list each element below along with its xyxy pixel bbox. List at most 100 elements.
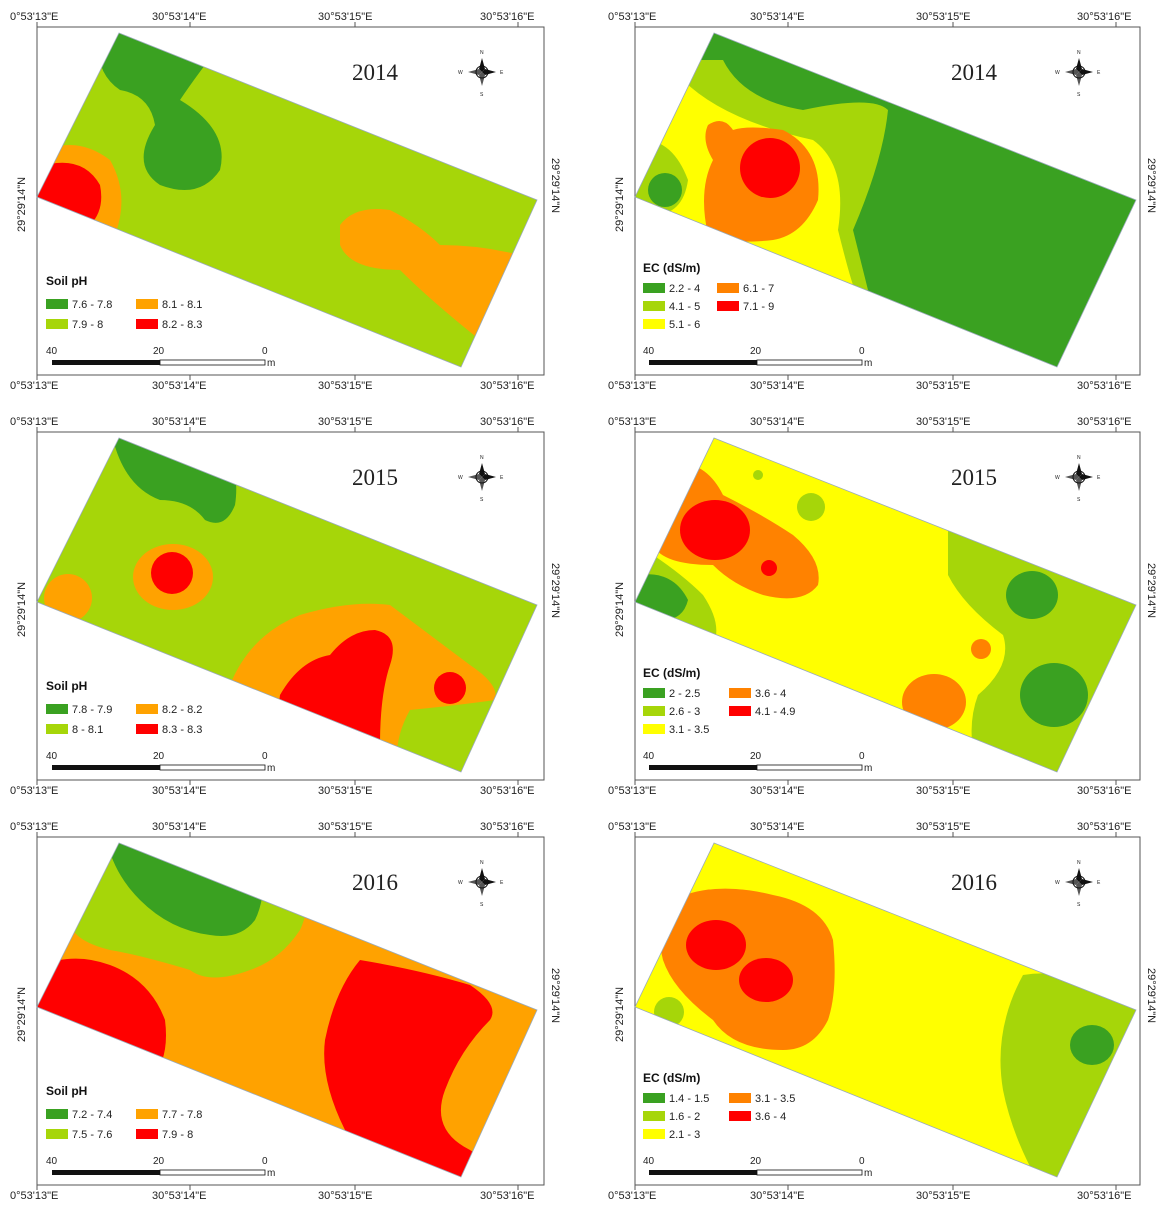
svg-text:20: 20 [153,1156,165,1167]
lon-label: 30°53'14"E [152,1190,206,1202]
svg-text:N: N [480,50,484,56]
map-frame [634,836,1141,1186]
legend-label: 7.8 - 7.9 [72,704,112,716]
legend-title: EC (dS/m) [643,666,700,680]
legend-swatch [643,688,665,698]
svg-text:m: m [267,358,275,369]
lon-label: 30°53'14"E [750,1190,804,1202]
lon-label: 0°53'13"E [608,1190,656,1202]
scale-bar: 40 20 0 m [643,751,872,774]
svg-text:m: m [864,763,872,774]
legend-title: EC (dS/m) [643,261,700,275]
legend: EC (dS/m) 2 - 2.5 3.6 - 4 2.6 - 3 4.1 - … [643,666,795,736]
lat-label: 29°29'14"N [1145,563,1157,618]
map-frame [36,836,545,1186]
north-arrow-icon: N S W E [1055,860,1101,908]
svg-text:20: 20 [153,346,165,357]
legend-title: Soil pH [46,679,87,693]
legend-swatch [46,724,68,734]
legend-label: 1.4 - 1.5 [669,1093,709,1105]
legend-swatch [136,299,158,309]
lon-label: 30°53'15"E [318,11,372,23]
year-title: 2014 [951,60,998,85]
lon-label: 30°53'14"E [152,785,206,797]
legend-label: 7.9 - 8 [72,319,103,331]
field-outline [36,842,538,1178]
lon-label: 30°53'14"E [152,821,206,833]
field-outline [634,32,1137,368]
legend-title: EC (dS/m) [643,1071,700,1085]
lon-label: 30°53'14"E [152,416,206,428]
north-arrow-icon: N S W E [1055,455,1101,503]
svg-text:N: N [1077,860,1081,866]
ph-surface [37,438,537,772]
legend-label: 7.7 - 7.8 [162,1109,202,1121]
legend-swatch [46,299,68,309]
scale-bar: 40 20 0 m [46,1156,275,1179]
legend-label: 5.1 - 6 [669,319,700,331]
svg-text:40: 40 [46,751,58,762]
lon-ticks [36,22,519,380]
legend-label: 7.9 - 8 [162,1129,193,1141]
lat-label: 29°29'14"N [1145,968,1157,1023]
legend-label: 8.2 - 8.3 [162,319,202,331]
svg-text:0: 0 [262,346,268,357]
svg-text:N: N [1077,50,1081,56]
legend: Soil pH 7.8 - 7.9 8.2 - 8.2 8 - 8.1 8.3 … [46,679,202,736]
lon-label: 30°53'16"E [480,380,534,392]
map-panel-ec-2014: 2014 N S W E 0°53'13"E 30°53'14"E 30°53'15… [583,0,1158,395]
map-frame [634,431,1141,781]
lon-label: 30°53'16"E [480,416,534,428]
legend-swatch [717,283,739,293]
svg-text:20: 20 [750,346,762,357]
lon-label: 30°53'16"E [1077,380,1131,392]
svg-text:40: 40 [643,751,655,762]
lon-label: 30°53'16"E [1077,11,1131,23]
legend: EC (dS/m) 2.2 - 4 6.1 - 7 4.1 - 5 7.1 - … [643,261,774,331]
svg-text:W: W [458,70,463,76]
svg-text:N: N [480,455,484,461]
lon-label: 30°53'14"E [750,416,804,428]
svg-text:20: 20 [750,1156,762,1167]
scale-bar: 40 20 0 m [643,346,872,369]
lon-label: 30°53'15"E [916,380,970,392]
svg-text:40: 40 [643,346,655,357]
legend-swatch [136,319,158,329]
lon-label: 30°53'14"E [750,380,804,392]
legend-label: 7.6 - 7.8 [72,299,112,311]
legend-swatch [643,301,665,311]
lat-label: 29°29'14"N [549,968,561,1023]
legend-swatch [643,319,665,329]
lon-label: 30°53'14"E [750,785,804,797]
legend-swatch [643,1111,665,1121]
scale-bar: 40 20 0 m [46,346,275,369]
legend-title: Soil pH [46,1084,87,1098]
legend-label: 2.2 - 4 [669,283,700,295]
svg-text:S: S [480,902,484,908]
field-outline [634,842,1137,1178]
svg-text:W: W [458,475,463,481]
legend-swatch [729,688,751,698]
lat-label: 29°29'14"N [1145,158,1157,213]
year-title: 2016 [951,870,997,895]
legend-label: 2 - 2.5 [669,688,700,700]
svg-text:0: 0 [859,1156,865,1167]
legend-label: 7.1 - 9 [743,301,774,313]
lon-label: 0°53'13"E [608,416,656,428]
lat-label: 29°29'14"N [16,582,28,637]
year-title: 2015 [352,465,398,490]
north-arrow-icon: N S W E [458,860,504,908]
legend-label: 8.3 - 8.3 [162,724,202,736]
lon-ticks [634,22,1117,380]
map-frame [36,26,545,376]
ph-surface [37,33,537,367]
lon-label: 0°53'13"E [608,821,656,833]
svg-text:0: 0 [262,751,268,762]
map-panel-ph-2016: 2016 N S W E 0°53'13"E 30°53'14"E 30°53'15… [0,810,575,1205]
lon-label: 30°53'15"E [916,11,970,23]
lon-label: 30°53'15"E [916,785,970,797]
scale-bar: 40 20 0 m [46,751,275,774]
lat-label: 29°29'14"N [614,987,626,1042]
svg-text:40: 40 [46,346,58,357]
legend-label: 3.6 - 4 [755,1111,786,1123]
